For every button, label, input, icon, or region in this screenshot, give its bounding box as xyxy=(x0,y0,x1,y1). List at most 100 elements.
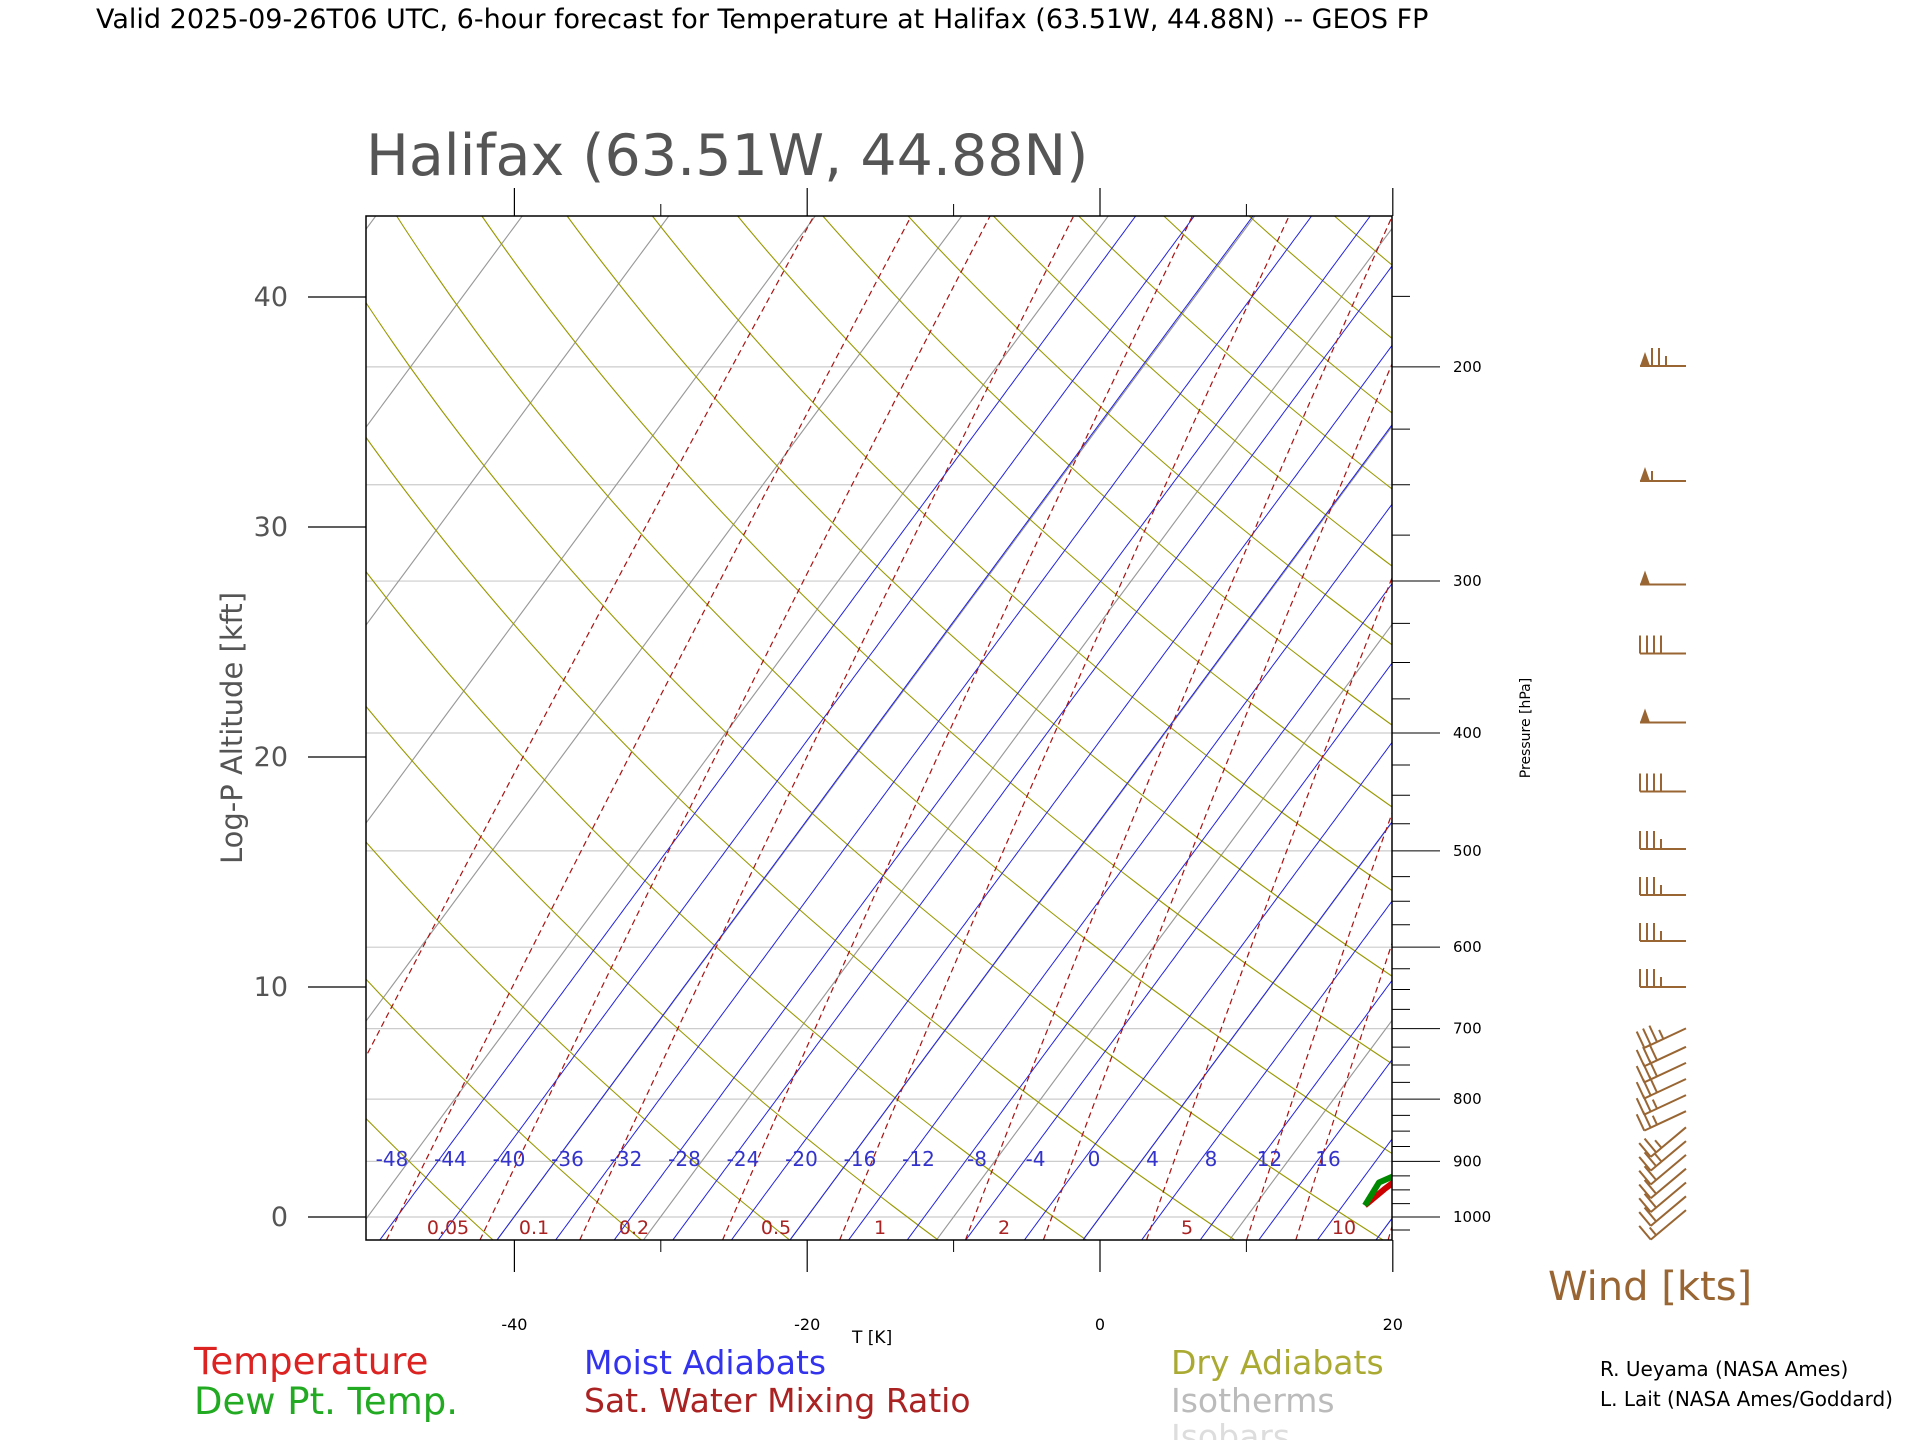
wind-barb xyxy=(1640,467,1686,481)
barb-half-flag xyxy=(1653,1100,1657,1109)
isotherm-line xyxy=(0,205,677,1240)
dry-adiabat-line xyxy=(729,205,1920,1240)
mixing-ratio-line xyxy=(966,205,1398,1240)
moist-adiabat-label: -24 xyxy=(727,1147,760,1171)
dry-adiabat-line xyxy=(1830,205,1920,1240)
moist-adiabat-label: 16 xyxy=(1315,1147,1340,1171)
credits: R. Ueyama (NASA Ames) L. Lait (NASA Ames… xyxy=(1600,1357,1893,1411)
moist-adiabat-label: 0 xyxy=(1088,1147,1101,1171)
pressure-tick-label: 700 xyxy=(1453,1020,1482,1038)
dry-adiabat-line xyxy=(1068,205,1920,1240)
y-axis-label: Log-P Altitude [kft] xyxy=(215,592,249,864)
wind-barb xyxy=(1640,923,1686,941)
wind-barb xyxy=(1637,1012,1686,1048)
barb-flag xyxy=(1643,1029,1651,1045)
barb-pennant xyxy=(1640,571,1650,585)
dry-adiabat-line xyxy=(390,205,1532,1240)
wind-barb xyxy=(1640,571,1686,585)
legend-moist-adiabats: Moist Adiabats xyxy=(584,1343,826,1382)
barb-half-flag xyxy=(1653,1116,1657,1125)
plot-frame xyxy=(366,216,1392,1240)
legend-dry-adiabats: Dry Adiabats xyxy=(1171,1343,1384,1382)
barb-flag xyxy=(1639,1226,1651,1240)
barb-flag xyxy=(1637,1032,1645,1048)
barb-half-flag xyxy=(1655,1140,1661,1148)
dry-adiabat-line xyxy=(0,205,641,1240)
mixing-ratio-line xyxy=(580,205,1079,1240)
mixing-ratio-label: 0.1 xyxy=(519,1217,549,1239)
barb-half-flag xyxy=(1655,1154,1661,1162)
dry-adiabat-line xyxy=(1746,205,1920,1240)
isotherm-line xyxy=(0,205,237,1240)
pressure-tick-label: 400 xyxy=(1453,724,1482,742)
pressure-tick-label: 200 xyxy=(1453,358,1482,376)
mixing-ratio-line xyxy=(1247,205,1625,1240)
mixing-ratio-label: 0.05 xyxy=(427,1217,469,1239)
moist-adiabat-line xyxy=(1259,205,1920,1240)
wind-barb xyxy=(1640,636,1686,654)
barb-staff xyxy=(1651,1210,1686,1240)
barb-staff xyxy=(1651,1183,1686,1213)
y-tick-label: 20 xyxy=(254,742,288,773)
mixing-ratio-label: 0.5 xyxy=(761,1217,791,1239)
moist-adiabat-line xyxy=(1493,205,1920,1240)
moist-adiabat-label: -44 xyxy=(434,1147,467,1171)
mixing-ratio-label: 1 xyxy=(874,1217,886,1239)
dry-adiabat-line xyxy=(813,205,1920,1240)
moist-adiabat-label: -28 xyxy=(668,1147,701,1171)
dry-adiabat-line xyxy=(220,205,1235,1240)
mixing-ratio-line xyxy=(1043,205,1460,1240)
mixing-ratio-label: 5 xyxy=(1181,1217,1193,1239)
wind-barb xyxy=(1637,1063,1686,1099)
isotherm-line xyxy=(1669,205,1920,1240)
moist-adiabat-line xyxy=(1200,205,1920,1240)
background-grid xyxy=(0,205,1920,1240)
wind-barb xyxy=(1640,969,1686,987)
credit-line: L. Lait (NASA Ames/Goddard) xyxy=(1600,1387,1893,1411)
isotherm-line xyxy=(58,205,824,1240)
moist-adiabat-label: -20 xyxy=(785,1147,818,1171)
moist-adiabat-line xyxy=(966,205,1731,1240)
y-tick-label: 10 xyxy=(254,972,288,1003)
moist-adiabat-line xyxy=(1552,205,1920,1240)
dry-adiabat-line xyxy=(983,205,1920,1240)
moist-adiabat-label: -8 xyxy=(967,1147,987,1171)
dry-adiabat-line xyxy=(135,205,1086,1240)
wind-barb xyxy=(1640,877,1686,895)
moist-adiabat-label: -36 xyxy=(551,1147,584,1171)
barb-pennant xyxy=(1640,709,1650,723)
barb-staff xyxy=(1651,1169,1686,1199)
moist-adiabat-line xyxy=(614,205,1378,1240)
x-axis-label: T [K] xyxy=(851,1328,892,1348)
barb-pennant xyxy=(1640,352,1650,366)
dry-adiabat-line xyxy=(1661,205,1920,1240)
chart-title: Halifax (63.51W, 44.88N) xyxy=(366,123,1088,189)
wind-barb xyxy=(1637,1095,1686,1131)
mixing-ratio-label: 2 xyxy=(998,1217,1010,1239)
legend-temperature: Temperature xyxy=(193,1340,428,1383)
mixing-ratio-line xyxy=(840,205,1295,1240)
isotherm-line xyxy=(204,205,970,1240)
legend-isobars: Isobars xyxy=(1171,1417,1290,1440)
y-tick-label: 40 xyxy=(254,282,288,313)
moist-adiabat-line xyxy=(731,205,1495,1240)
mixing-ratio-line xyxy=(271,205,820,1240)
barb-staff xyxy=(1644,1111,1686,1130)
barb-staff xyxy=(1644,1079,1686,1098)
mixing-ratio-label: 10 xyxy=(1332,1217,1356,1239)
moist-adiabat-line xyxy=(1669,205,1920,1240)
legend-dewpoint: Dew Pt. Temp. xyxy=(194,1380,458,1423)
pressure-axis-label: Pressure [hPa] xyxy=(1518,678,1534,778)
isotherm-line xyxy=(0,205,384,1240)
moist-adiabat-line xyxy=(556,205,1320,1240)
moist-adiabat-line xyxy=(380,205,1144,1240)
barb-staff xyxy=(1651,1155,1686,1185)
x-tick-label: -20 xyxy=(794,1315,820,1334)
chart-header-title: Valid 2025-09-26T06 UTC, 6-hour forecast… xyxy=(96,4,1428,35)
barb-pennant xyxy=(1640,467,1650,481)
dry-adiabat-line xyxy=(1152,205,1920,1240)
dry-adiabat-line xyxy=(474,205,1679,1240)
wind-barb xyxy=(1637,1079,1686,1115)
legend: Temperature Dew Pt. Temp. Moist Adiabats… xyxy=(193,1340,1384,1440)
